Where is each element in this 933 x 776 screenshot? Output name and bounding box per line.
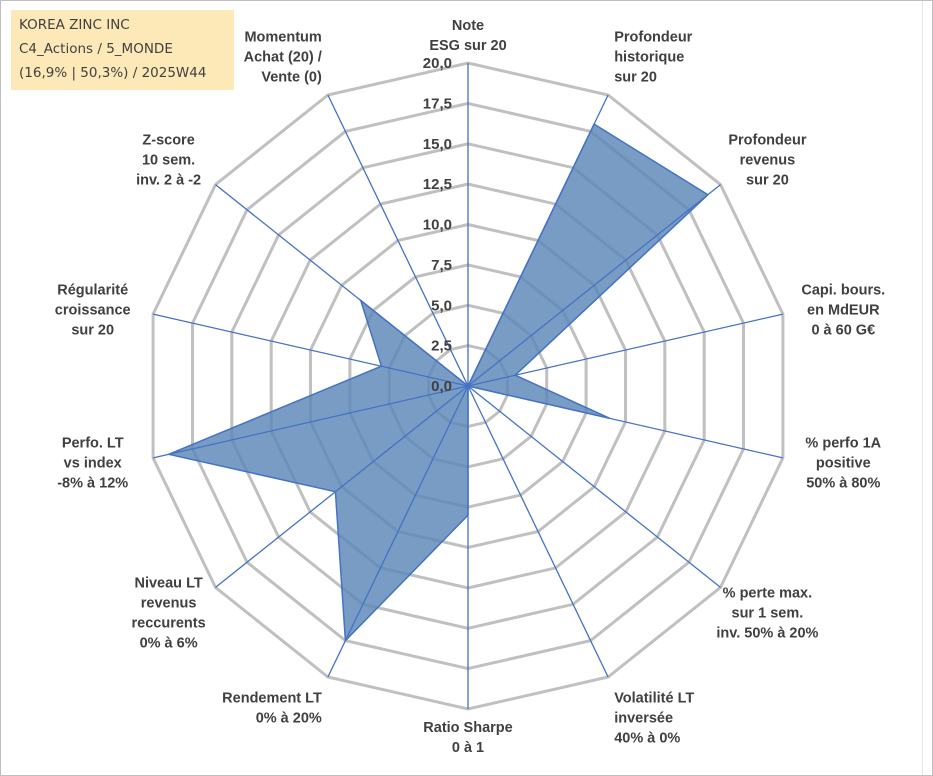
axis-spoke [467, 94, 609, 387]
axis-spoke [327, 94, 469, 387]
axis-label-line: Achat (20) / [244, 49, 322, 65]
axis-label-line: Z-score [142, 133, 194, 149]
axis-label: Ratio Sharpe 0 à 1 [423, 720, 512, 756]
axis-label-line: 0% à 6% [140, 635, 198, 651]
radial-tick-labels: 0,0 2,5 5,0 7,5 10,0 12,5 15,0 17,5 20,0 [423, 55, 452, 395]
axis-labels: Note ESG sur 20 Profondeur historique sur 20… [55, 18, 885, 756]
axis-label-line: Perfo. LT [62, 435, 124, 451]
axis-label-line: Niveau LT [134, 575, 202, 591]
axis-label: Momentum Achat (20) / Vente (0) [244, 29, 322, 85]
axis-label: Capi. bours. en MdEUR 0 à 60 G€ [801, 283, 885, 339]
axis-label-line: Vente (0) [261, 69, 322, 85]
axis-spoke [152, 385, 469, 459]
axis-label: Profondeur historique sur 20 [614, 29, 692, 85]
axis-label-line: Volatilité LT [614, 691, 694, 707]
tick-label: 17,5 [423, 95, 452, 112]
vertical-scrollbar[interactable] [922, 1, 932, 775]
axis-label-line: Capi. bours. [801, 283, 885, 299]
axis-label: Volatilité LT inversée 40% à 0% [614, 691, 694, 747]
axis-label-line: revenus [141, 595, 197, 611]
axis-label-line: croissance [55, 303, 131, 319]
axis-label-line: historique [614, 49, 684, 65]
axis-label: Perfo. LT vs index -8% à 12% [57, 435, 128, 491]
axis-label: Z-score 10 sem. inv. 2 à -2 [136, 133, 201, 189]
axis-label-line: 0% à 20% [256, 711, 322, 727]
axis-label: Rendement LT 0% à 20% [222, 691, 322, 727]
axis-label: % perfo 1A positive 50% à 80% [805, 435, 881, 491]
axis-label: Note ESG sur 20 [429, 18, 506, 54]
axis-spoke [152, 313, 469, 387]
company-name: KOREA ZINC INC [19, 17, 130, 33]
axis-label-line: vs index [64, 455, 122, 471]
axis-label-line: en MdEUR [807, 303, 880, 319]
axis-label-line: % perfo 1A [805, 435, 881, 451]
axis-label-line: sur 20 [746, 173, 789, 189]
tick-label: 20,0 [423, 55, 452, 72]
axis-label: Niveau LT revenus reccurents 0% à 6% [132, 575, 206, 651]
tick-label: 2,5 [431, 338, 452, 355]
axis-label-line: sur 20 [614, 69, 657, 85]
axis-spoke [467, 385, 784, 459]
axis-label: Profondeur revenus sur 20 [728, 133, 806, 189]
axis-label-line: reccurents [132, 615, 206, 631]
axis-label-line: 0 à 1 [452, 740, 484, 756]
axis-spoke [327, 385, 469, 678]
axis-label-line: inversée [614, 711, 673, 727]
axis-label-line: sur 1 sem. [732, 605, 804, 621]
axis-spoke [467, 313, 784, 387]
info-box: KOREA ZINC INC C4_Actions / 5_MONDE (16,… [11, 10, 234, 90]
tick-label: 15,0 [423, 136, 452, 153]
axis-label-line: revenus [740, 153, 796, 169]
tick-label: 10,0 [423, 217, 452, 234]
tick-label: 5,0 [431, 297, 452, 314]
axis-spoke [215, 184, 469, 387]
axis-label-line: 40% à 0% [614, 731, 680, 747]
axis-label-line: 10 sem. [142, 153, 195, 169]
axis-label-line: -8% à 12% [57, 475, 128, 491]
axis-label-line: 50% à 80% [806, 475, 880, 491]
axis-label-line: % perte max. [723, 585, 812, 601]
axis-label-line: sur 20 [71, 323, 114, 339]
axis-label-line: 0 à 60 G€ [811, 323, 875, 339]
radar-spokes [152, 63, 784, 709]
axis-label: % perte max. sur 1 sem. inv. 50% à 20% [716, 585, 818, 641]
axis-label-line: Profondeur [614, 29, 692, 45]
axis-label-line: Ratio Sharpe [423, 720, 512, 736]
axis-label-line: Momentum [244, 29, 321, 45]
axis-label-line: Note [452, 18, 484, 34]
axis-label: Régularité croissance sur 20 [55, 283, 131, 339]
tick-label: 0,0 [431, 378, 452, 395]
axis-label-line: Rendement LT [222, 691, 322, 707]
axis-spoke [467, 184, 721, 387]
axis-spoke [467, 385, 721, 588]
axis-label-line: inv. 50% à 20% [716, 625, 818, 641]
axis-label-line: ESG sur 20 [429, 38, 506, 54]
axis-label-line: Régularité [57, 283, 128, 299]
performance-stats: (16,9% | 50,3%) / 2025W44 [19, 65, 207, 81]
axis-label-line: Profondeur [728, 133, 806, 149]
axis-spoke [467, 385, 609, 678]
axis-label-line: positive [816, 455, 871, 471]
axis-spoke [215, 385, 469, 588]
axis-label-line: inv. 2 à -2 [136, 173, 201, 189]
tick-label: 12,5 [423, 176, 452, 193]
tick-label: 7,5 [431, 257, 452, 274]
portfolio-name: C4_Actions / 5_MONDE [19, 41, 173, 57]
